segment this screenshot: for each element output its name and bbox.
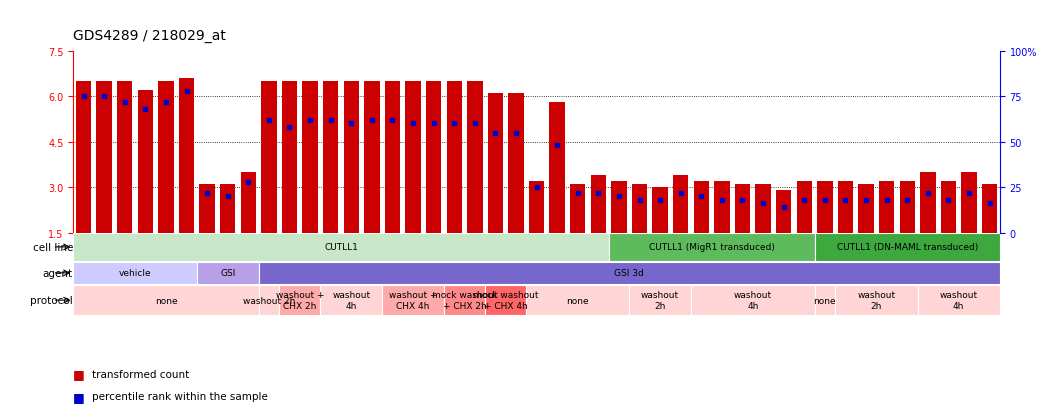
Bar xyxy=(259,262,1000,285)
Bar xyxy=(241,173,257,233)
Text: agent: agent xyxy=(43,268,73,278)
Bar xyxy=(199,185,215,233)
Bar xyxy=(488,94,504,233)
Bar xyxy=(673,176,689,233)
Bar xyxy=(179,79,195,233)
Bar xyxy=(444,285,485,315)
Bar xyxy=(322,82,338,233)
Bar xyxy=(73,234,608,261)
Bar xyxy=(838,182,853,233)
Bar xyxy=(261,82,276,233)
Text: washout
4h: washout 4h xyxy=(734,291,772,310)
Bar xyxy=(117,82,133,233)
Bar xyxy=(282,82,297,233)
Bar xyxy=(776,191,792,233)
Bar xyxy=(550,103,565,233)
Bar xyxy=(611,182,627,233)
Text: washout
2h: washout 2h xyxy=(857,291,895,310)
Bar xyxy=(859,185,874,233)
Text: none: none xyxy=(155,296,177,305)
Bar xyxy=(591,176,606,233)
Bar xyxy=(303,82,318,233)
Bar xyxy=(755,185,771,233)
Text: mock washout
+ CHX 4h: mock washout + CHX 4h xyxy=(473,291,538,310)
Bar xyxy=(899,182,915,233)
Bar xyxy=(508,94,524,233)
Bar xyxy=(343,82,359,233)
Bar xyxy=(467,82,483,233)
Text: ■: ■ xyxy=(73,367,85,380)
Bar xyxy=(426,82,442,233)
Text: GSI 3d: GSI 3d xyxy=(615,269,644,278)
Bar xyxy=(982,185,998,233)
Text: none: none xyxy=(566,296,589,305)
Text: GDS4289 / 218029_at: GDS4289 / 218029_at xyxy=(73,29,226,43)
Text: none: none xyxy=(814,296,837,305)
Bar xyxy=(75,82,91,233)
Bar xyxy=(815,285,836,315)
Text: vehicle: vehicle xyxy=(118,269,152,278)
Text: CUTLL1 (MigR1 transduced): CUTLL1 (MigR1 transduced) xyxy=(649,243,775,252)
Text: ■: ■ xyxy=(73,390,85,403)
Bar xyxy=(158,82,174,233)
Bar xyxy=(817,182,832,233)
Bar xyxy=(629,285,691,315)
Bar xyxy=(917,285,1000,315)
Bar xyxy=(631,185,647,233)
Bar xyxy=(73,262,197,285)
Text: washout +
CHX 2h: washout + CHX 2h xyxy=(275,291,324,310)
Text: percentile rank within the sample: percentile rank within the sample xyxy=(92,392,268,401)
Bar xyxy=(691,285,815,315)
Bar xyxy=(693,182,709,233)
Bar xyxy=(384,82,400,233)
Bar xyxy=(259,285,280,315)
Bar xyxy=(197,262,259,285)
Bar xyxy=(382,285,444,315)
Text: washout 2h: washout 2h xyxy=(243,296,295,305)
Bar xyxy=(735,185,751,233)
Bar xyxy=(652,188,668,233)
Bar xyxy=(527,285,629,315)
Text: GSI: GSI xyxy=(220,269,236,278)
Bar xyxy=(797,182,812,233)
Text: protocol: protocol xyxy=(30,295,73,305)
Text: washout +
CHX 4h: washout + CHX 4h xyxy=(388,291,438,310)
Bar xyxy=(446,82,462,233)
Bar xyxy=(364,82,380,233)
Text: mock washout
+ CHX 2h: mock washout + CHX 2h xyxy=(431,291,497,310)
Text: CUTLL1 (DN-MAML transduced): CUTLL1 (DN-MAML transduced) xyxy=(837,243,978,252)
Bar xyxy=(608,234,815,261)
Bar xyxy=(815,234,1000,261)
Text: washout
4h: washout 4h xyxy=(332,291,371,310)
Bar xyxy=(570,185,585,233)
Text: transformed count: transformed count xyxy=(92,369,190,379)
Bar xyxy=(836,285,917,315)
Bar xyxy=(940,182,956,233)
Bar xyxy=(96,82,112,233)
Bar xyxy=(137,91,153,233)
Bar xyxy=(73,285,259,315)
Bar xyxy=(920,173,936,233)
Text: washout
4h: washout 4h xyxy=(939,291,978,310)
Bar xyxy=(961,173,977,233)
Bar xyxy=(220,185,236,233)
Bar xyxy=(485,285,527,315)
Text: CUTLL1: CUTLL1 xyxy=(324,243,358,252)
Bar xyxy=(320,285,382,315)
Bar xyxy=(878,182,894,233)
Bar xyxy=(529,182,544,233)
Bar xyxy=(714,182,730,233)
Bar xyxy=(405,82,421,233)
Bar xyxy=(280,285,320,315)
Text: cell line: cell line xyxy=(32,242,73,252)
Text: washout
2h: washout 2h xyxy=(641,291,680,310)
